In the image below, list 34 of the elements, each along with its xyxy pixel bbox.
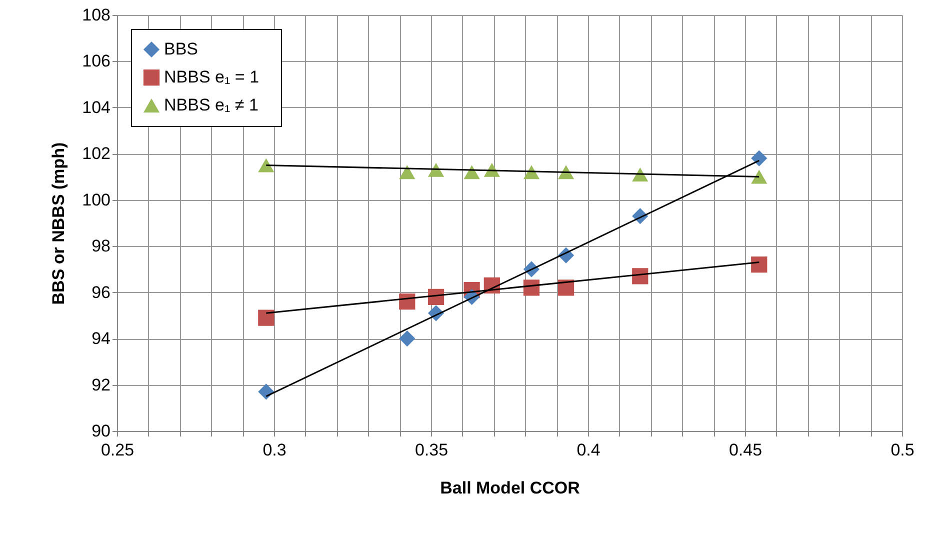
point bbox=[751, 256, 768, 273]
x-tick-label: 0.35 bbox=[414, 440, 448, 460]
legend-label: BBS bbox=[164, 40, 198, 58]
point bbox=[558, 280, 574, 296]
y-axis-title: BBS or NBBS (mph) bbox=[49, 142, 68, 305]
y-tick-label: 102 bbox=[82, 144, 110, 164]
legend-label: NBBS e₁ = 1 bbox=[164, 68, 260, 86]
point bbox=[258, 310, 274, 326]
point bbox=[464, 165, 480, 180]
point bbox=[399, 165, 416, 180]
point bbox=[428, 162, 444, 177]
y-tick-label: 100 bbox=[82, 190, 110, 210]
y-tick-label: 94 bbox=[92, 329, 110, 348]
x-tick-label: 0.3 bbox=[262, 440, 286, 460]
x-tick-label: 0.25 bbox=[100, 440, 134, 460]
point bbox=[258, 158, 274, 172]
point bbox=[751, 170, 768, 184]
legend-label: NBBS e₁ ≠ 1 bbox=[164, 96, 258, 114]
y-tick-label: 90 bbox=[92, 422, 110, 440]
x-axis-title: Ball Model CCOR bbox=[440, 478, 580, 498]
point bbox=[258, 384, 274, 400]
y-tick-label: 104 bbox=[82, 98, 110, 117]
x-tick-label: 0.4 bbox=[576, 440, 600, 460]
point bbox=[751, 150, 768, 166]
x-tick-label: 0.45 bbox=[728, 440, 762, 460]
y-tick-label: 106 bbox=[82, 52, 110, 71]
y-tick-label: 108 bbox=[82, 6, 110, 24]
point bbox=[523, 280, 540, 296]
y-tick-label: 98 bbox=[92, 236, 110, 256]
point bbox=[399, 330, 416, 347]
y-tick-label: 92 bbox=[92, 375, 110, 394]
y-tick-label: 96 bbox=[92, 282, 110, 302]
point bbox=[632, 167, 648, 182]
x-tick-label: 0.5 bbox=[890, 440, 914, 460]
